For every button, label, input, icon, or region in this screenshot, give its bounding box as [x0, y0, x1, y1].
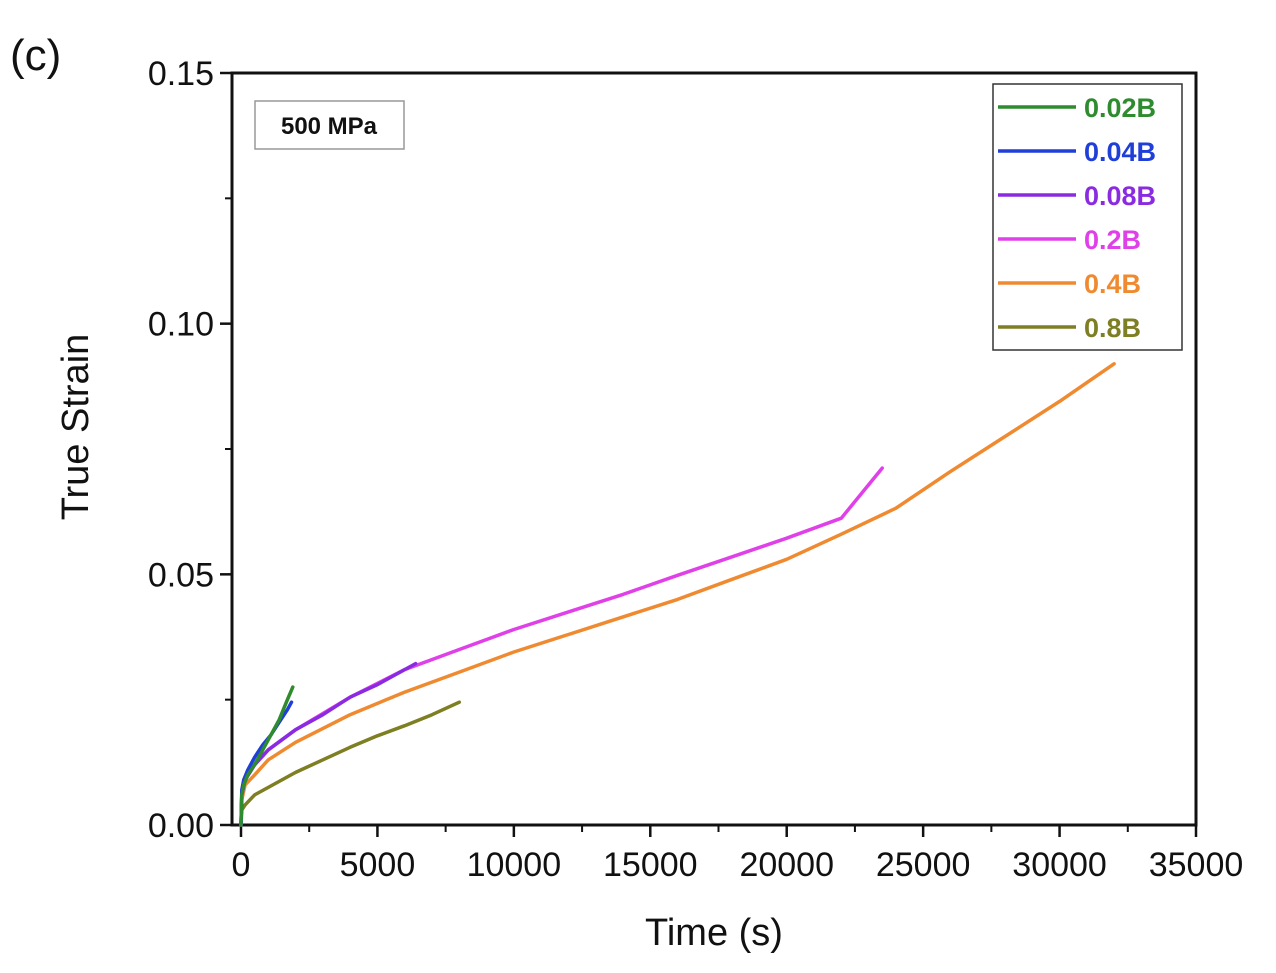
- x-tick-label: 10000: [467, 846, 562, 884]
- annotation-text: 500 MPa: [281, 113, 378, 140]
- series-line-0.02B: [239, 685, 295, 827]
- y-axis-title: True Strain: [55, 334, 97, 521]
- y-tick-label: 0.10: [148, 306, 214, 344]
- x-tick-label: 25000: [876, 846, 971, 884]
- legend-label: 0.08B: [1084, 181, 1156, 211]
- y-axis: 0.00 0.05 0.10 0.15: [148, 55, 232, 845]
- annotation-box: 500 MPa: [254, 100, 405, 150]
- series-group: [239, 362, 1116, 827]
- legend-label: 0.04B: [1084, 137, 1156, 167]
- panel-label: (c): [10, 31, 61, 80]
- legend-label: 0.8B: [1084, 313, 1141, 343]
- y-tick-label: 0.15: [148, 55, 214, 93]
- x-axis-title: Time (s): [645, 912, 783, 954]
- x-tick-label: 0: [232, 846, 251, 884]
- x-axis: 0 5000 10000 15000 20000 25000 30000 35000: [232, 825, 1244, 884]
- series-line-0.2B: [239, 466, 884, 827]
- y-tick-label: 0.00: [148, 807, 214, 845]
- legend-label: 0.4B: [1084, 269, 1141, 299]
- legend-frame: [992, 83, 1183, 351]
- x-tick-label: 5000: [340, 846, 416, 884]
- series-line-0.8B: [239, 700, 462, 827]
- x-tick-label: 20000: [739, 846, 834, 884]
- y-tick-label: 0.05: [148, 556, 214, 594]
- legend-label: 0.2B: [1084, 225, 1141, 255]
- legend-label: 0.02B: [1084, 93, 1156, 123]
- series-line-0.4B: [239, 362, 1116, 827]
- x-tick-label: 15000: [603, 846, 698, 884]
- x-tick-label: 35000: [1149, 846, 1244, 884]
- x-tick-label: 30000: [1012, 846, 1107, 884]
- legend: 0.02B 0.04B 0.08B 0.2B 0.4B 0.8B: [992, 83, 1183, 351]
